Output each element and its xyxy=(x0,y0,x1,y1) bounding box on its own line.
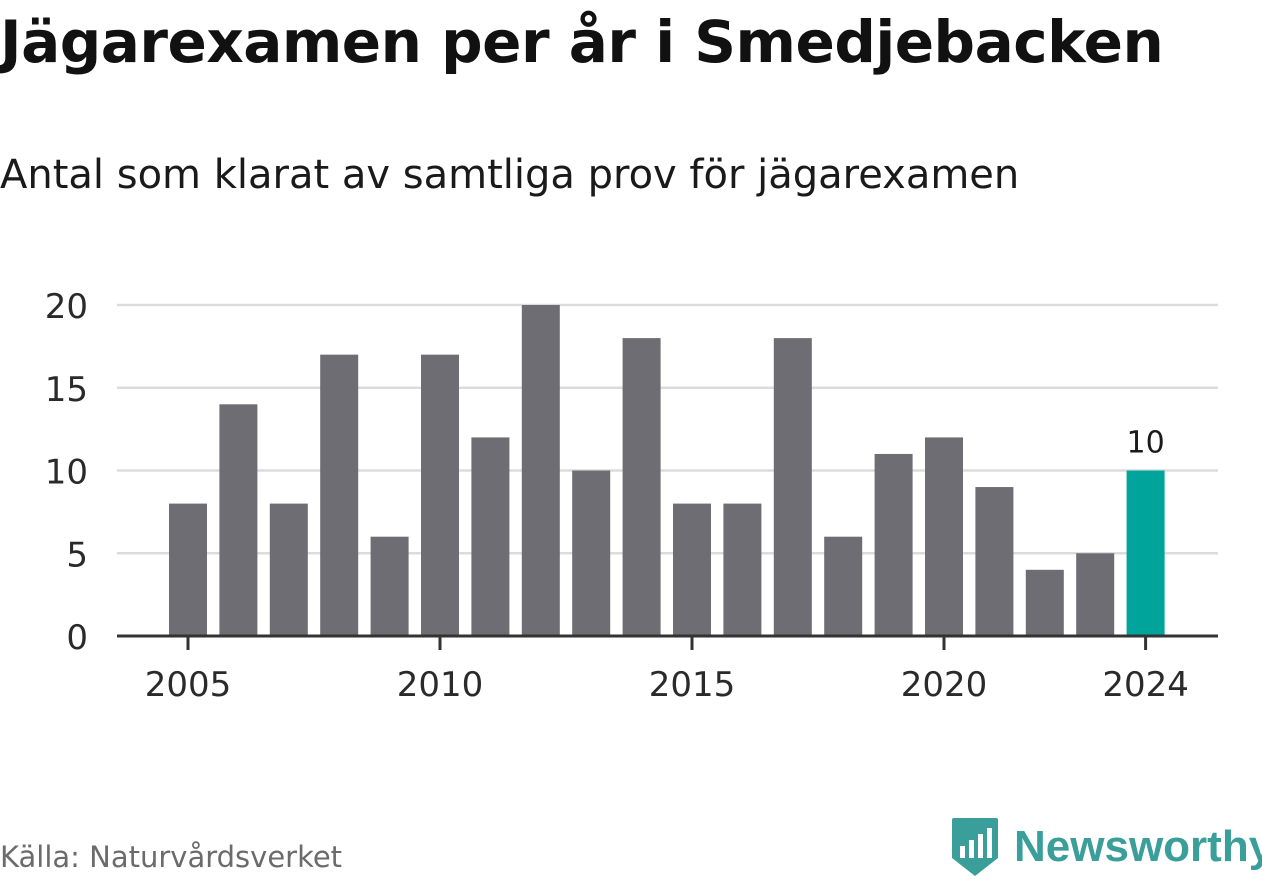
bar xyxy=(269,503,308,636)
y-tick-label: 20 xyxy=(45,287,88,327)
bar xyxy=(421,354,459,636)
source-note: Källa: Naturvårdsverket xyxy=(0,840,343,874)
bar xyxy=(320,354,359,636)
bar xyxy=(1025,569,1064,636)
bar xyxy=(471,437,510,636)
bar xyxy=(673,503,711,636)
bar-chart-badge-icon xyxy=(952,818,998,876)
chart-subtitle: Antal som klarat av samtliga prov för jä… xyxy=(0,152,1020,198)
y-tick-label: 5 xyxy=(66,535,88,575)
chart-title: Jägarexamen per år i Smedjebacken xyxy=(0,8,1164,76)
x-tick-label: 2005 xyxy=(145,665,232,705)
brand-name: Newsworthy xyxy=(1014,822,1262,871)
bar xyxy=(723,503,762,636)
bar xyxy=(169,503,207,636)
bar xyxy=(925,437,963,636)
bar xyxy=(521,305,560,636)
x-tick-label: 2024 xyxy=(1102,665,1189,705)
x-tick-label: 2020 xyxy=(901,665,988,705)
bar xyxy=(370,536,409,636)
bar xyxy=(874,453,913,636)
y-tick-label: 0 xyxy=(66,618,88,658)
bar xyxy=(1076,553,1115,636)
bar xyxy=(824,536,863,636)
y-tick-label: 10 xyxy=(45,453,88,493)
newsworthy-logo: Newsworthy xyxy=(950,816,1262,878)
bar xyxy=(975,487,1014,636)
x-tick-label: 2010 xyxy=(397,665,484,705)
bar xyxy=(219,404,258,636)
x-tick-label: 2015 xyxy=(649,665,736,705)
data-label: 10 xyxy=(1127,426,1165,461)
bar xyxy=(1126,470,1165,636)
y-tick-label: 15 xyxy=(45,370,88,410)
bar xyxy=(572,470,611,636)
bar xyxy=(773,338,812,636)
bar xyxy=(622,338,661,636)
